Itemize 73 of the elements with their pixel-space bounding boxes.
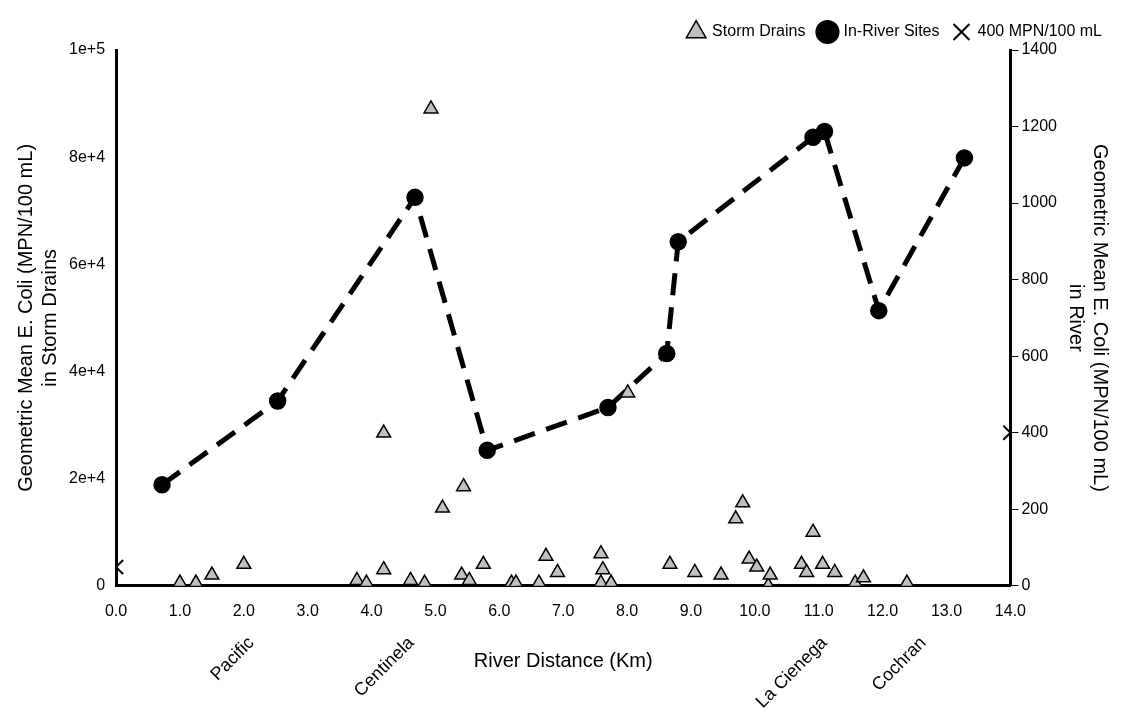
x-tick-label: 6.0	[488, 601, 511, 619]
point	[455, 477, 472, 492]
y2-tick-label: 800	[1021, 270, 1049, 288]
x-tick-label: 2.0	[232, 601, 256, 619]
point	[475, 555, 492, 570]
y2-tick-label: 400	[1021, 423, 1049, 441]
legend-label: 400 MPN/100 mL	[977, 22, 1103, 40]
x-tick-label: 4.0	[360, 601, 383, 619]
point	[236, 555, 252, 570]
point	[735, 494, 751, 508]
x-tick-label: 8.0	[615, 601, 639, 619]
x-tick-label: 14.0	[994, 601, 1027, 619]
point	[749, 558, 765, 572]
point	[669, 232, 687, 251]
point	[376, 560, 392, 575]
legend-label: In-River Sites	[843, 22, 940, 40]
point	[870, 301, 888, 320]
y2-tick-label: 200	[1021, 499, 1049, 517]
point	[376, 424, 392, 438]
point	[687, 563, 703, 578]
point	[827, 563, 843, 578]
x-tick-label: 1.0	[168, 601, 192, 619]
point	[268, 392, 287, 410]
point	[855, 569, 872, 583]
point	[815, 122, 834, 141]
y2-tick-label: 0	[1021, 576, 1031, 594]
point	[741, 550, 757, 564]
point	[599, 398, 617, 417]
point	[662, 555, 678, 570]
point	[593, 544, 609, 559]
y-tick-label: 4e+4	[68, 361, 106, 379]
point	[595, 560, 611, 575]
point	[728, 510, 744, 524]
point	[478, 441, 496, 460]
y2-tick-label: 1200	[1021, 116, 1058, 134]
point	[434, 499, 451, 513]
point	[713, 566, 729, 580]
x-tick-label: 3.0	[296, 601, 319, 619]
point	[538, 547, 554, 562]
x-tick-label: 7.0	[552, 601, 575, 619]
point	[798, 563, 815, 578]
point	[153, 476, 171, 494]
point	[423, 100, 439, 114]
y2-axis-title: Geometric Mean E. Coli (MPN/100 mL) in River	[1066, 143, 1113, 492]
point	[549, 563, 566, 578]
y-tick-label: 1e+5	[68, 40, 106, 58]
x-tick-label: 5.0	[424, 601, 447, 619]
point	[402, 571, 419, 586]
legend-label: Storm Drains	[712, 22, 806, 40]
point	[762, 566, 778, 580]
x-tick-label: 0.0	[104, 601, 128, 619]
point	[406, 188, 424, 207]
x-tick-label: 11.0	[803, 601, 834, 619]
y-tick-label: 0	[96, 576, 106, 594]
point	[657, 344, 676, 363]
y2-tick-label: 1400	[1021, 40, 1058, 58]
point	[955, 149, 974, 167]
x-tick-label: 12.0	[867, 601, 899, 619]
y-tick-label: 6e+4	[68, 254, 106, 272]
x-axis-title: River Distance (Km)	[473, 648, 653, 671]
point	[204, 566, 220, 580]
y2-tick-label: 1000	[1021, 193, 1058, 211]
y-tick-label: 2e+4	[68, 469, 106, 487]
y2-tick-label: 600	[1021, 346, 1049, 364]
point	[814, 555, 831, 570]
point	[461, 571, 477, 586]
x-tick-label: 10.0	[739, 601, 771, 619]
y-axis-title: Geometric Mean E. Coli (MPN/100 mL) in Storm Drains	[13, 143, 60, 492]
x-tick-label: 13.0	[930, 601, 963, 619]
point	[620, 384, 636, 398]
x-tick-label: 9.0	[679, 601, 703, 619]
point	[805, 523, 821, 537]
y-tick-label: 8e+4	[68, 147, 106, 165]
